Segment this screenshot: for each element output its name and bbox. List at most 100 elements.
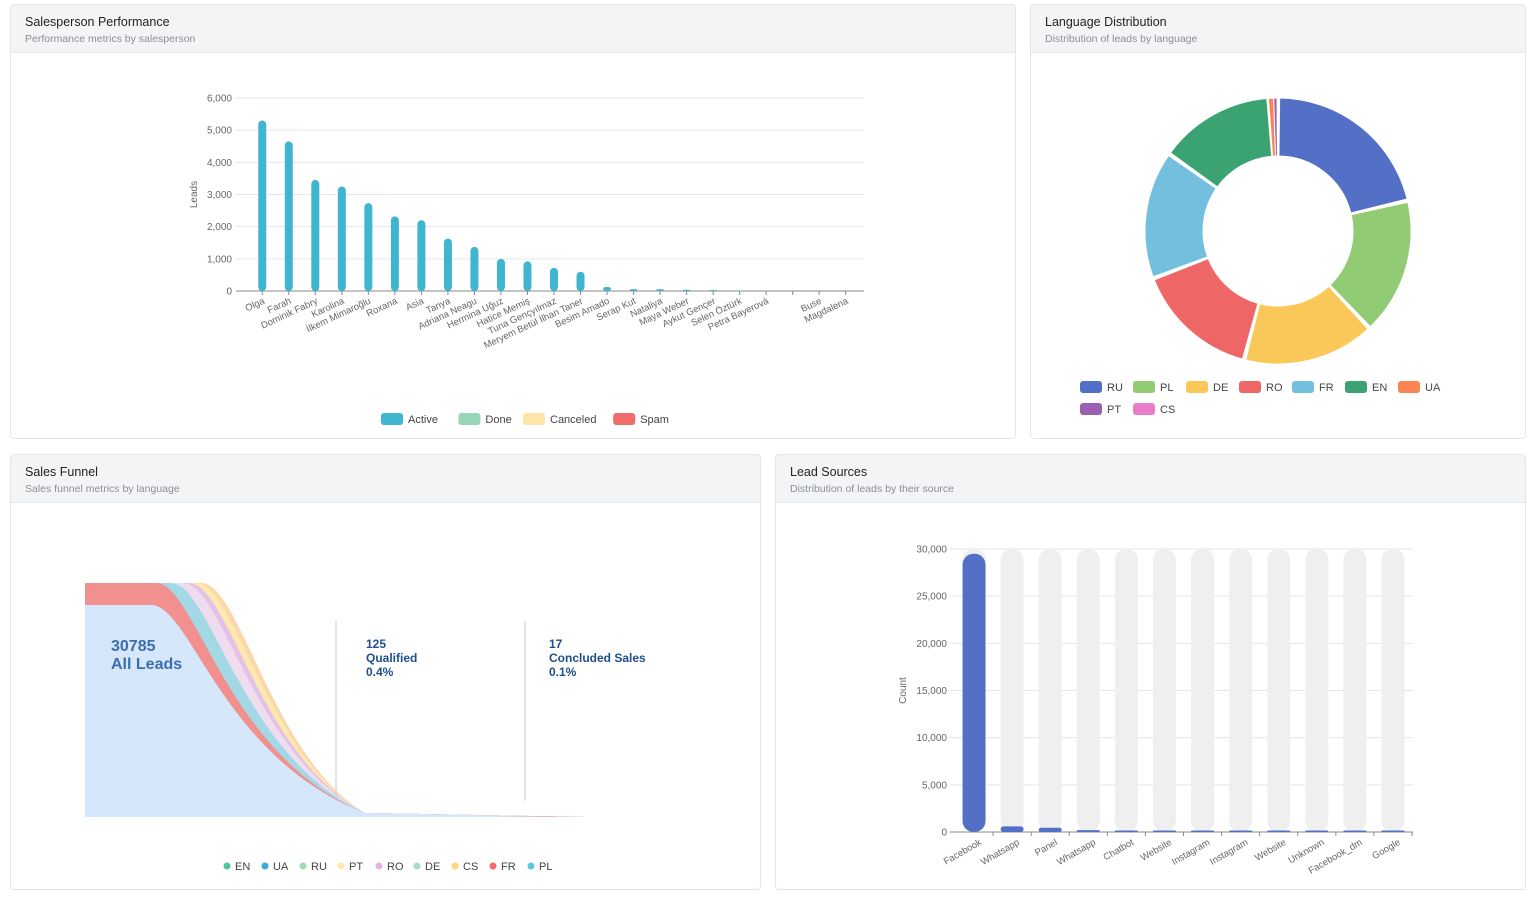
- legend-label: UA: [273, 861, 289, 873]
- y-axis-label: Count: [898, 677, 909, 704]
- stage-value: 125: [366, 637, 386, 651]
- legend-swatch: [1398, 381, 1420, 393]
- legend-swatch: [1133, 403, 1155, 415]
- bar-active: [311, 180, 320, 291]
- legend-swatch: [1186, 381, 1208, 393]
- legend-label: PT: [1107, 404, 1121, 416]
- legend-swatch: [1080, 403, 1102, 415]
- funnel-band: [85, 605, 585, 817]
- bar-active: [576, 271, 585, 291]
- bar-active: [284, 141, 293, 291]
- bar-background: [1152, 549, 1176, 832]
- bar: [1229, 830, 1253, 832]
- bar-background: [1305, 549, 1329, 832]
- legend-swatch: [523, 413, 545, 425]
- legend-swatch: [613, 413, 636, 425]
- stage-value: 30785: [111, 638, 156, 655]
- x-tick-label: Instagram: [1170, 837, 1212, 868]
- legend-swatch: [1080, 381, 1102, 393]
- y-tick-label: 4,000: [207, 158, 232, 169]
- bar-active: [629, 289, 638, 291]
- card-title: Lead Sources: [790, 465, 868, 479]
- bar-active: [682, 289, 691, 291]
- bar-active: [709, 290, 718, 291]
- x-tick-label: Whatsapp: [979, 837, 1022, 868]
- bar-background: [1343, 549, 1367, 832]
- y-tick-label: 25,000: [916, 592, 947, 603]
- bar-active: [417, 220, 426, 291]
- x-tick-label: Asia: [404, 295, 426, 313]
- donut-slice-de: [1245, 285, 1369, 365]
- y-axis-label: Leads: [189, 181, 200, 208]
- legend-label: RU: [1107, 382, 1123, 394]
- x-tick-label: Instagram: [1208, 837, 1250, 868]
- legend-label: RU: [311, 861, 327, 873]
- card-header: Lead Sources Distribution of leads by th…: [776, 455, 1525, 503]
- y-tick-label: 20,000: [916, 639, 947, 650]
- x-tick-label: Facebook: [942, 837, 984, 868]
- bar: [1152, 830, 1176, 832]
- legend-label: EN: [235, 861, 250, 873]
- bar: [962, 553, 986, 832]
- y-tick-label: 5,000: [922, 780, 947, 791]
- legend-swatch: [1133, 381, 1155, 393]
- lead-sources-bar-chart: 0 5,000 10,000 15,000 20,000 25,000 30,000 Coun…: [898, 545, 1413, 877]
- legend-label: DE: [425, 861, 440, 873]
- legend-label: RO: [387, 861, 404, 873]
- stage-percent: 0.4%: [366, 665, 394, 679]
- stage-label: All Leads: [111, 656, 182, 673]
- card-header: Salesperson Performance Performance metr…: [11, 5, 1015, 53]
- bar-active: [470, 246, 479, 291]
- bar-background: [1191, 549, 1215, 832]
- salesperson-bar-chart: 0 1,000 2,000 3,000 4,000 5,000 6,000 Leads Olga…: [189, 94, 864, 426]
- card-subtitle: Sales funnel metrics by language: [25, 483, 180, 495]
- bar: [1343, 830, 1367, 832]
- y-tick-label: 6,000: [207, 94, 232, 105]
- y-tick-label: 10,000: [916, 733, 947, 744]
- bar: [1267, 830, 1291, 832]
- donut-slice-pl: [1329, 201, 1412, 328]
- legend-label: FR: [1319, 382, 1334, 394]
- bar-active: [443, 238, 452, 291]
- language-distribution-card: Language Distribution Distribution of le…: [1030, 4, 1526, 439]
- card-title: Salesperson Performance: [25, 15, 170, 29]
- x-tick-label: Olga: [244, 295, 267, 314]
- stage-percent: 0.1%: [549, 665, 577, 679]
- legend-swatch: [458, 413, 481, 425]
- bar-background: [1114, 549, 1138, 832]
- legend-dot: [375, 862, 383, 870]
- legend-label: EN: [1372, 382, 1387, 394]
- bar-active: [337, 186, 346, 291]
- bar-active: [390, 216, 399, 291]
- y-tick-label: 5,000: [207, 126, 232, 137]
- bar: [1000, 826, 1024, 832]
- bar-background: [1038, 549, 1062, 832]
- bar-active: [364, 203, 373, 291]
- legend-label: Done: [485, 414, 511, 426]
- legend-label: CS: [463, 861, 478, 873]
- donut-slice-cs: [1276, 97, 1279, 157]
- card-subtitle: Performance metrics by salesperson: [25, 33, 196, 45]
- x-tick-label: Whatsapp: [1055, 837, 1098, 868]
- x-tick-label: Website: [1139, 837, 1174, 864]
- legend-label: UA: [1425, 382, 1441, 394]
- y-tick-label: 2,000: [207, 222, 232, 233]
- legend-label: RO: [1266, 382, 1283, 394]
- legend-swatch: [1239, 381, 1261, 393]
- legend-dot: [337, 862, 345, 870]
- donut-slice-ru: [1278, 97, 1408, 214]
- legend-label: DE: [1213, 382, 1228, 394]
- legend-dot: [451, 862, 459, 870]
- legend-label: PL: [539, 861, 552, 873]
- legend-dot: [223, 862, 231, 870]
- bar-background: [1381, 549, 1405, 832]
- bar-active: [496, 258, 505, 291]
- stage-value: 17: [549, 637, 563, 651]
- bar-background: [1267, 549, 1291, 832]
- bar-background: [1000, 549, 1024, 832]
- legend-label: Canceled: [550, 414, 596, 426]
- card-title: Language Distribution: [1045, 15, 1167, 29]
- bar: [1076, 830, 1100, 832]
- legend-swatch: [1292, 381, 1314, 393]
